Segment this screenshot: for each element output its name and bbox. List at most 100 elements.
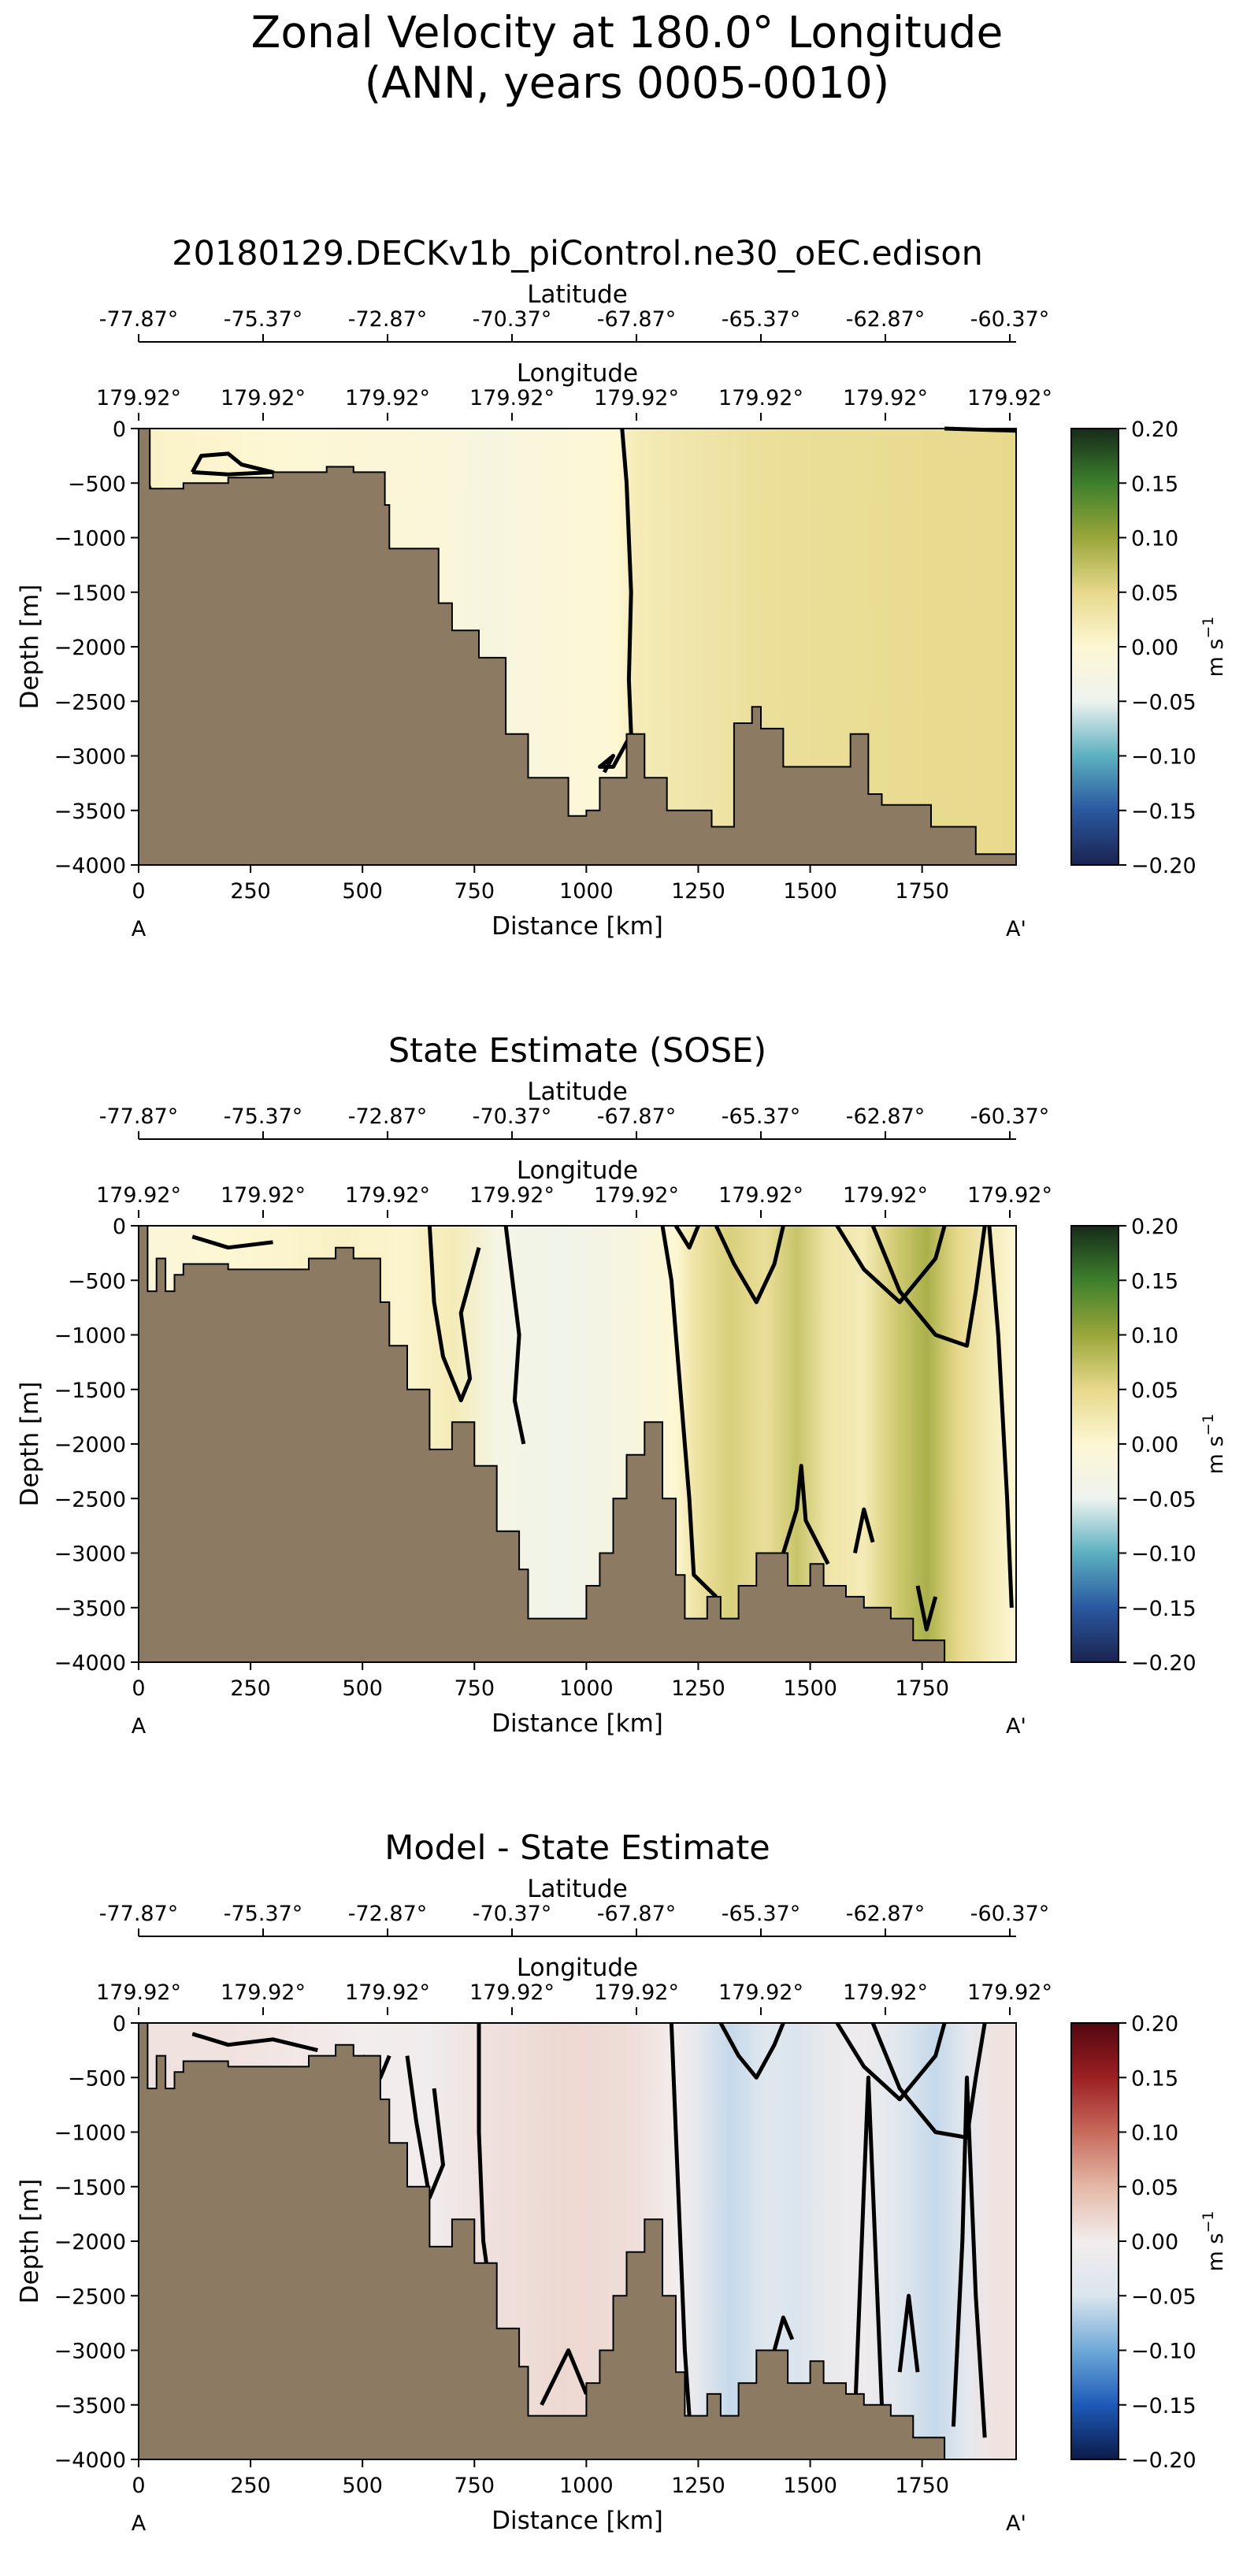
x-tick-label: 1000 — [559, 1676, 614, 1701]
longitude-tick-label: 179.92° — [843, 1183, 928, 1208]
zero-contour-line — [669, 2022, 692, 2416]
x-tick-label: 1250 — [671, 879, 725, 904]
colorbar — [1070, 428, 1119, 866]
latitude-tick-label: -60.37° — [970, 1902, 1050, 1926]
latitude-tick-label: -65.37° — [722, 307, 801, 332]
y-tick-label: −3500 — [54, 1597, 126, 1621]
y-tick-label: −500 — [68, 472, 126, 496]
x-axis-label: Distance [km] — [492, 2507, 663, 2535]
zero-contour-line — [191, 1234, 273, 1250]
colorbar-tick-label: −0.20 — [1131, 1651, 1196, 1676]
bathymetry-mask — [138, 2022, 946, 2460]
latitude-tick-label: -62.87° — [846, 307, 926, 332]
latitude-tick-label: -77.87° — [99, 307, 179, 332]
zero-contour-line — [718, 2021, 785, 2080]
colorbar-units-label: m s−1 — [1200, 2211, 1228, 2272]
latitude-tick-label: -75.37° — [224, 307, 303, 332]
y-axis-label: Depth [m] — [16, 585, 44, 710]
longitude-tick-label: 179.92° — [221, 386, 306, 410]
zero-contour-line — [427, 1225, 481, 1403]
y-tick-label: −2000 — [54, 2230, 126, 2255]
bathymetry-mask — [138, 1225, 946, 1663]
colorbar-tick-label: 0.20 — [1131, 2012, 1178, 2036]
panel-model: 20180129.DECKv1b_piControl.ne30_oEC.edis… — [16, 234, 1228, 941]
longitude-tick-label: 179.92° — [345, 1980, 430, 2005]
x-tick-label: 1000 — [559, 2474, 614, 2498]
section-start-label: A — [132, 1714, 147, 1739]
colorbar-units: m s — [1204, 1436, 1228, 1475]
x-tick-label: 1750 — [895, 2474, 949, 2498]
latitude-tick-label: -72.87° — [348, 1104, 428, 1129]
figure-title-line-2: (ANN, years 0005-0010) — [364, 58, 890, 108]
section-start-label: A — [132, 917, 147, 941]
x-tick-label: 750 — [454, 879, 495, 904]
latitude-axis-label: Latitude — [527, 1078, 628, 1106]
y-tick-label: −4000 — [54, 1651, 126, 1676]
x-tick-label: 1500 — [783, 879, 837, 904]
x-tick-label: 1750 — [895, 879, 949, 904]
longitude-tick-label: 179.92° — [718, 386, 803, 410]
colorbar-units: m s — [1204, 2233, 1228, 2272]
colorbar-tick-label: −0.20 — [1131, 2448, 1196, 2473]
longitude-tick-label: 179.92° — [96, 386, 181, 410]
longitude-tick-label: 179.92° — [345, 1183, 430, 1208]
y-tick-label: −2500 — [54, 2285, 126, 2309]
y-tick-label: −2000 — [54, 636, 126, 660]
latitude-tick-label: -75.37° — [224, 1902, 303, 1926]
panel-title: 20180129.DECKv1b_piControl.ne30_oEC.edis… — [172, 234, 983, 273]
x-tick-label: 750 — [454, 1676, 495, 1701]
colorbar-units-exponent: −1 — [1200, 2211, 1217, 2233]
y-tick-label: −1000 — [54, 527, 126, 551]
longitude-tick-label: 179.92° — [967, 386, 1052, 410]
colorbar-tick-label: 0.10 — [1131, 2121, 1178, 2146]
x-tick-label: 0 — [132, 879, 145, 904]
zero-contour-line — [870, 1225, 987, 1348]
x-tick-label: 1250 — [671, 1676, 725, 1701]
x-tick-label: 250 — [230, 1676, 271, 1701]
colorbar-tick-label: 0.00 — [1131, 636, 1178, 660]
zero-contour-line — [772, 2315, 795, 2351]
latitude-tick-label: -77.87° — [99, 1104, 179, 1129]
y-tick-label: −500 — [68, 1269, 126, 1294]
colorbar-tick-label: −0.05 — [1131, 690, 1196, 715]
latitude-tick-label: -67.87° — [597, 307, 677, 332]
colorbar-tick-label: 0.20 — [1131, 1215, 1178, 1239]
zero-contour-line — [191, 2032, 318, 2053]
y-tick-label: −2500 — [54, 690, 126, 715]
x-tick-label: 1000 — [559, 879, 614, 904]
y-tick-label: −3000 — [54, 745, 126, 770]
x-tick-label: 1250 — [671, 2474, 725, 2498]
x-tick-label: 500 — [342, 879, 383, 904]
colorbar-units-exponent: −1 — [1200, 1414, 1217, 1436]
longitude-tick-label: 179.92° — [967, 1980, 1052, 2005]
colorbar-tick-label: 0.15 — [1131, 2066, 1178, 2091]
longitude-axis-label: Longitude — [517, 1954, 638, 1982]
colorbar-units: m s — [1204, 639, 1228, 677]
y-tick-label: −1000 — [54, 1324, 126, 1349]
longitude-tick-label: 179.92° — [221, 1183, 306, 1208]
x-tick-label: 500 — [342, 1676, 383, 1701]
x-axis-label: Distance [km] — [492, 912, 663, 941]
zero-contour-line — [714, 1224, 785, 1305]
colorbar-units-label: m s−1 — [1200, 617, 1228, 677]
x-tick-label: 0 — [132, 2474, 145, 2498]
colorbar-units-label: m s−1 — [1200, 1414, 1228, 1475]
zero-contour-line — [870, 2022, 987, 2140]
y-axis-label: Depth [m] — [16, 1382, 44, 1507]
y-tick-label: −2000 — [54, 1433, 126, 1457]
longitude-tick-label: 179.92° — [221, 1980, 306, 2005]
x-tick-label: 1750 — [895, 1676, 949, 1701]
colorbar-tick-label: 0.00 — [1131, 1433, 1178, 1457]
latitude-tick-label: -72.87° — [348, 1902, 428, 1926]
y-tick-label: −4000 — [54, 854, 126, 878]
latitude-tick-label: -67.87° — [597, 1902, 677, 1926]
longitude-tick-label: 179.92° — [594, 1183, 679, 1208]
latitude-tick-label: -62.87° — [846, 1104, 926, 1129]
latitude-tick-label: -72.87° — [348, 307, 428, 332]
y-tick-label: −4000 — [54, 2448, 126, 2473]
colorbar-tick-label: 0.10 — [1131, 527, 1178, 551]
zero-contour-line — [503, 1225, 526, 1445]
y-tick-label: 0 — [113, 1215, 126, 1239]
y-tick-label: −1000 — [54, 2121, 126, 2146]
longitude-tick-label: 179.92° — [345, 386, 430, 410]
